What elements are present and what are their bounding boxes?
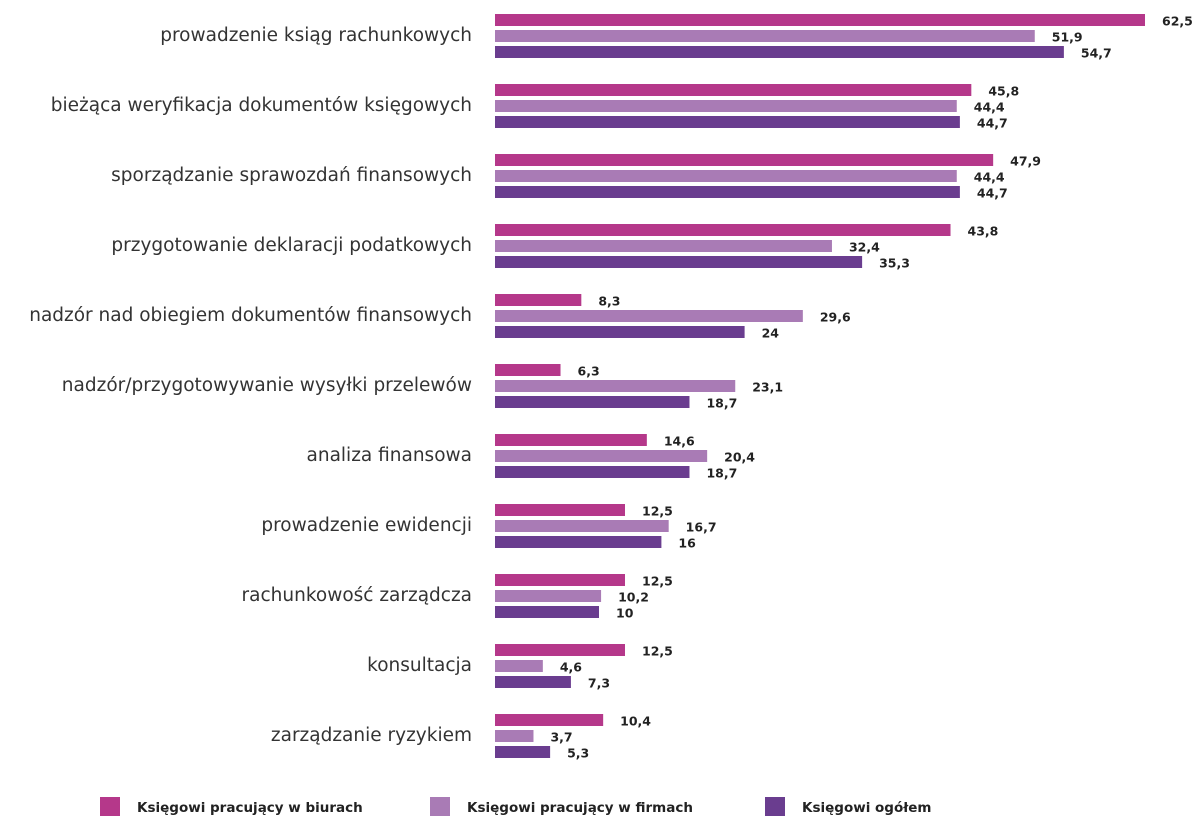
bar <box>495 240 832 252</box>
category-label: prowadzenie ewidencji <box>261 515 472 536</box>
legend-label: Księgowi ogółem <box>802 800 931 816</box>
bar <box>495 660 543 672</box>
bar <box>495 30 1035 42</box>
category-label: bieżąca weryfikacja dokumentów księgowyc… <box>51 95 472 116</box>
bar <box>495 310 803 322</box>
bar <box>495 606 599 618</box>
value-label: 12,5 <box>642 504 673 519</box>
value-label: 5,3 <box>567 746 589 761</box>
bar <box>495 676 571 688</box>
bar <box>495 450 708 462</box>
value-label: 7,3 <box>588 676 610 691</box>
value-label: 12,5 <box>642 574 673 589</box>
category-label: rachunkowość zarządcza <box>242 585 472 606</box>
bar <box>495 730 534 742</box>
legend-swatch <box>430 797 450 816</box>
value-label: 12,5 <box>642 644 673 659</box>
bar <box>495 116 960 128</box>
bar <box>495 536 662 548</box>
bar <box>495 186 960 198</box>
value-label: 44,7 <box>977 186 1008 201</box>
value-label: 8,3 <box>598 294 620 309</box>
value-label: 44,4 <box>974 100 1005 115</box>
value-label: 6,3 <box>578 364 600 379</box>
bar <box>495 434 647 446</box>
bar <box>495 590 602 602</box>
value-label: 16 <box>678 536 696 551</box>
bar <box>495 746 551 758</box>
bar <box>495 46 1064 58</box>
category-label: nadzór nad obiegiem dokumentów finansowy… <box>29 305 472 326</box>
value-label: 3,7 <box>550 730 572 745</box>
value-label: 23,1 <box>752 380 783 395</box>
legend-swatch <box>100 797 120 816</box>
value-label: 10,2 <box>618 590 649 605</box>
value-label: 43,8 <box>968 224 999 239</box>
category-label: nadzór/przygotowywanie wysyłki przelewów <box>62 375 472 396</box>
bar <box>495 380 736 392</box>
bar <box>495 520 669 532</box>
legend-label: Księgowi pracujący w biurach <box>137 800 363 816</box>
bar <box>495 224 951 236</box>
value-label: 10 <box>616 606 634 621</box>
bar <box>495 170 957 182</box>
value-label: 45,8 <box>988 84 1019 99</box>
bar <box>495 396 690 408</box>
bar <box>495 466 690 478</box>
legend-label: Księgowi pracujący w firmach <box>467 800 693 816</box>
category-label: konsultacja <box>367 655 472 676</box>
bar <box>495 574 625 586</box>
value-label: 29,6 <box>820 310 851 325</box>
value-label: 47,9 <box>1010 154 1041 169</box>
value-label: 20,4 <box>724 450 755 465</box>
bar <box>495 326 745 338</box>
value-label: 18,7 <box>706 396 737 411</box>
value-label: 4,6 <box>560 660 582 675</box>
value-label: 18,7 <box>706 466 737 481</box>
bar <box>495 256 863 268</box>
value-label: 54,7 <box>1081 46 1112 61</box>
value-label: 35,3 <box>879 256 910 271</box>
value-label: 10,4 <box>620 714 651 729</box>
bar <box>495 504 625 516</box>
bar <box>495 14 1145 26</box>
bar <box>495 294 582 306</box>
value-label: 44,4 <box>974 170 1005 185</box>
bar <box>495 644 625 656</box>
value-label: 51,9 <box>1052 30 1083 45</box>
value-label: 24 <box>762 326 780 341</box>
category-label: sporządzanie sprawozdań finansowych <box>111 165 472 186</box>
category-label: analiza finansowa <box>307 445 472 466</box>
bar <box>495 100 957 112</box>
value-label: 32,4 <box>849 240 880 255</box>
category-label: przygotowanie deklaracji podatkowych <box>111 235 472 256</box>
bar <box>495 84 972 96</box>
bar <box>495 364 561 376</box>
category-label: zarządzanie ryzykiem <box>271 725 472 746</box>
value-label: 16,7 <box>686 520 717 535</box>
bar <box>495 714 604 726</box>
value-label: 62,5 <box>1162 14 1193 29</box>
value-label: 14,6 <box>664 434 695 449</box>
value-label: 44,7 <box>977 116 1008 131</box>
category-label: prowadzenie ksiąg rachunkowych <box>160 25 472 46</box>
bar <box>495 154 994 166</box>
legend-swatch <box>765 797 785 816</box>
